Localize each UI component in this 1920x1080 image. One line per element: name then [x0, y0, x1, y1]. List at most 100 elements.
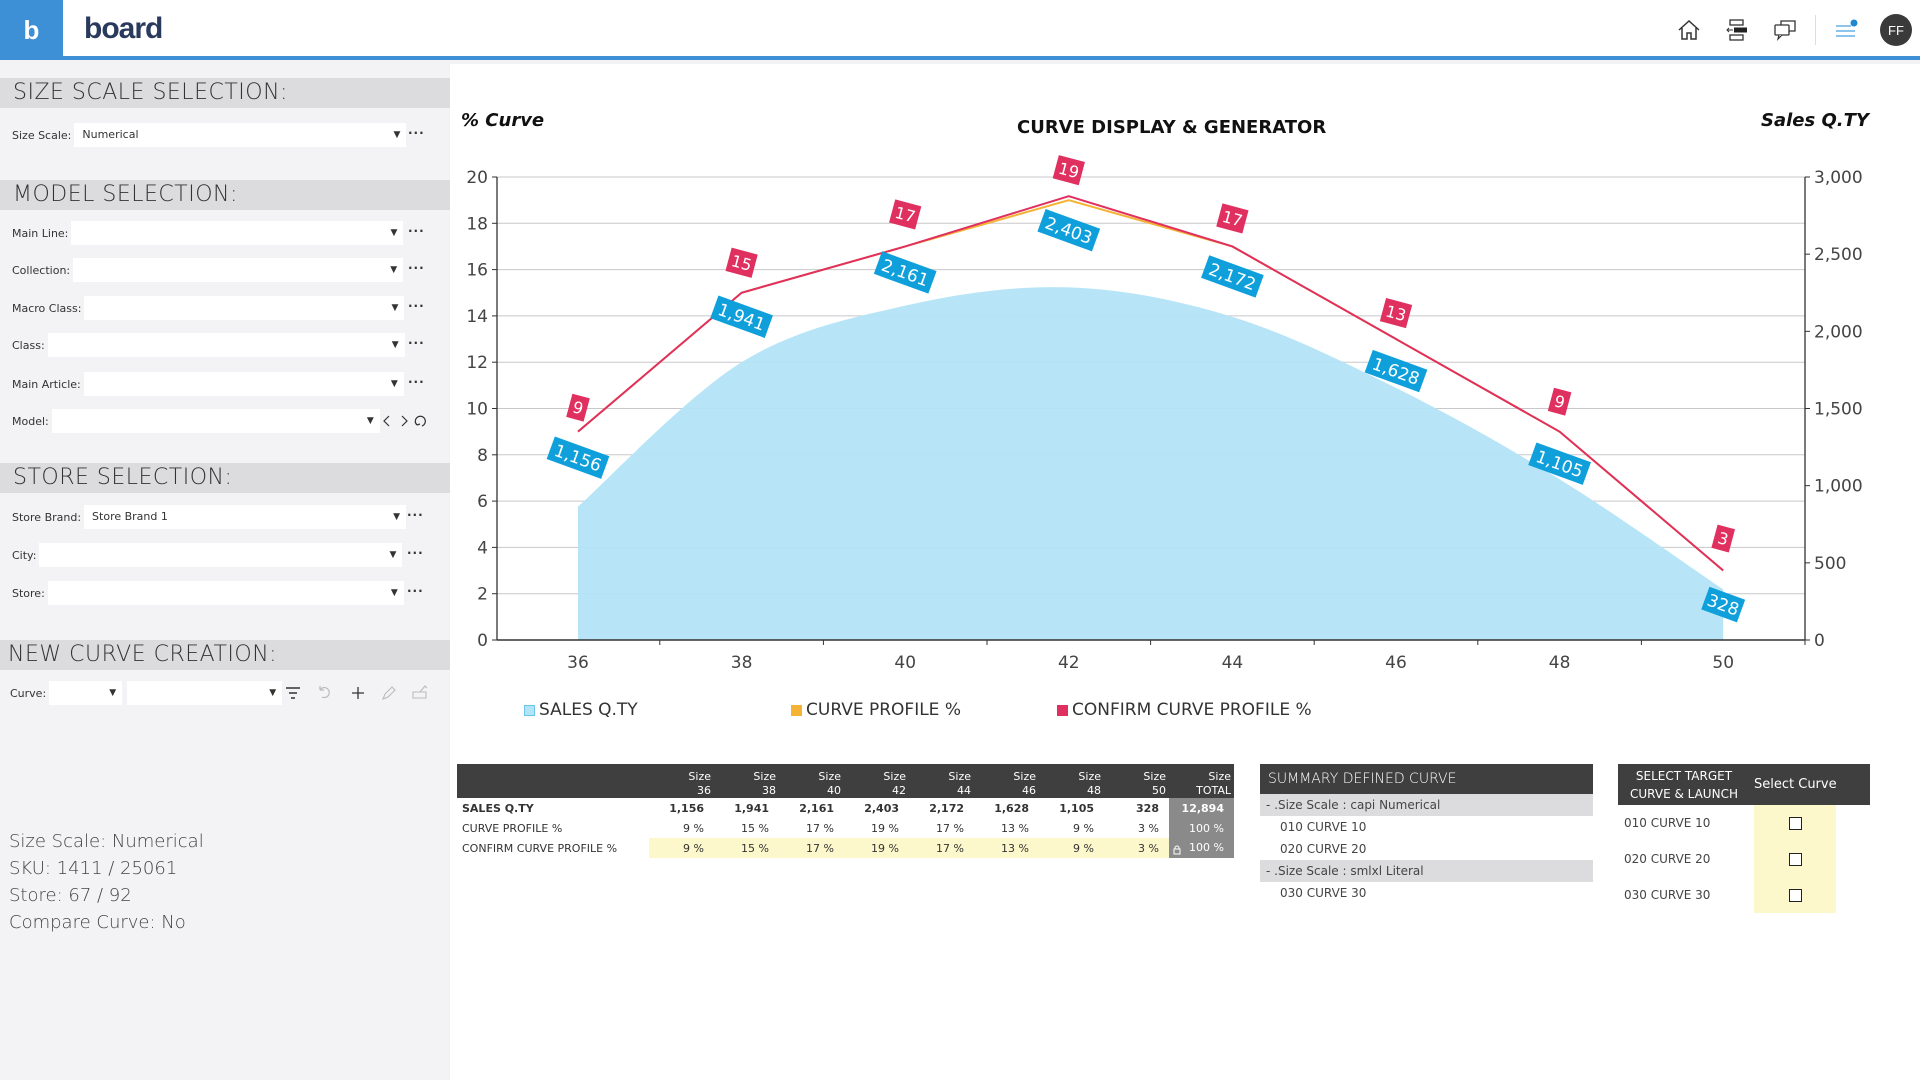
home-icon[interactable]	[1665, 6, 1713, 54]
curve-toolbar	[286, 685, 428, 700]
undo-icon[interactable]	[319, 686, 330, 699]
main-line-more-button[interactable]: ···	[408, 224, 425, 238]
sales-data-label-bg	[873, 251, 937, 294]
info-store: Store: 67 / 92	[9, 885, 132, 906]
model-nav-controls	[383, 415, 426, 427]
filter-icon[interactable]	[286, 687, 300, 699]
legend-item-confirm-curve-profile[interactable]: CONFIRM CURVE PROFILE %	[1057, 700, 1312, 720]
store-brand-dropdown[interactable]: Store Brand 1 ▼	[84, 505, 407, 529]
table-cell[interactable]: 3 %	[1104, 838, 1169, 858]
confirm-profile-data-label: 13	[1379, 297, 1413, 329]
collection-dropdown[interactable]: ▼	[73, 258, 404, 282]
sales-data-label: 1,156	[546, 436, 610, 479]
legend-item-sales[interactable]: SALES Q.TY	[524, 700, 638, 720]
store-brand-more-button[interactable]: ···	[407, 508, 424, 522]
store-field: Store: ▼	[12, 581, 404, 605]
select-curve-checkbox[interactable]	[1788, 816, 1802, 830]
store-more-button[interactable]: ···	[407, 584, 424, 598]
left-tick-label: 8	[477, 446, 488, 466]
reset-icon[interactable]	[414, 415, 426, 427]
summary-item[interactable]: 020 CURVE 20	[1280, 842, 1367, 856]
table-total-cell: 100 %	[1169, 818, 1234, 838]
class-dropdown[interactable]: ▼	[47, 333, 405, 357]
confirm-profile-data-label-bg	[725, 247, 758, 278]
total-value: 100 %	[1189, 821, 1224, 835]
city-more-button[interactable]: ···	[407, 546, 424, 560]
edit-pencil-icon[interactable]	[382, 686, 396, 700]
table-cell: 17 %	[806, 821, 834, 835]
table-cell: 1,628	[994, 801, 1029, 815]
main-line-dropdown[interactable]: ▼	[71, 221, 404, 245]
main-article-more-button[interactable]: ···	[408, 375, 425, 389]
layout-panel-icon[interactable]	[1713, 6, 1761, 54]
size-scale-more-button[interactable]: ···	[408, 126, 425, 140]
x-tick-label: 42	[1058, 653, 1080, 673]
confirm-profile-data-label-text: 15	[729, 251, 754, 275]
chat-icon[interactable]	[1761, 6, 1809, 54]
right-tick-label: 3,000	[1814, 168, 1863, 188]
user-avatar[interactable]: FF	[1880, 14, 1912, 46]
table-cell: 1,941	[734, 801, 769, 815]
summary-group-header[interactable]: - .Size Scale : smlxl Literal	[1260, 860, 1593, 882]
store-dropdown[interactable]: ▼	[47, 581, 404, 605]
summary-item[interactable]: 010 CURVE 10	[1280, 820, 1367, 834]
main-article-dropdown[interactable]: ▼	[83, 372, 404, 396]
table-cell: 15 %	[741, 821, 769, 835]
city-dropdown[interactable]: ▼	[39, 543, 403, 567]
curve-name-dropdown[interactable]: ▼	[127, 681, 283, 705]
legend-swatch-curve-profile	[791, 704, 802, 716]
target-row-label: 030 CURVE 30	[1624, 888, 1711, 902]
size-scale-dropdown[interactable]: Numerical ▼	[74, 123, 407, 147]
app-logo-button[interactable]: b	[0, 0, 63, 60]
menu-notification-icon[interactable]	[1822, 6, 1870, 54]
class-label: Class:	[12, 338, 45, 352]
previous-icon[interactable]	[383, 415, 390, 427]
class-more-button[interactable]: ···	[408, 336, 425, 350]
left-tick-label: 2	[477, 585, 488, 605]
table-cell: 17 %	[936, 821, 964, 835]
add-icon[interactable]	[352, 687, 364, 699]
select-curve-checkbox[interactable]	[1788, 888, 1802, 902]
table-header-total: Size TOTAL	[1169, 764, 1234, 798]
table-cell[interactable]: 17 %	[779, 838, 844, 858]
selection-info: Size Scale: Numerical SKU: 1411 / 25061 …	[9, 828, 204, 936]
sales-area	[578, 287, 1724, 640]
curve-type-dropdown[interactable]: ▼	[49, 681, 123, 705]
table-cell[interactable]: 19 %	[844, 838, 909, 858]
model-dropdown[interactable]: ▼	[51, 409, 380, 433]
city-field: City: ▼	[12, 543, 403, 567]
main-article-label: Main Article:	[12, 377, 81, 391]
legend-item-curve-profile[interactable]: CURVE PROFILE %	[791, 700, 961, 720]
left-axis-title: % Curve	[461, 110, 545, 131]
table-cell: 19 %	[871, 821, 899, 835]
table-cell: 2,172	[929, 801, 964, 815]
collection-more-button[interactable]: ···	[408, 261, 425, 275]
table-cell[interactable]: 9 %	[649, 838, 714, 858]
summary-item[interactable]: 030 CURVE 30	[1280, 886, 1367, 900]
summary-group-header[interactable]: - .Size Scale : capi Numerical	[1260, 794, 1593, 816]
macro-class-dropdown[interactable]: ▼	[84, 296, 405, 320]
target-row-label: 020 CURVE 20	[1624, 852, 1711, 866]
confirm-profile-data-label-text: 13	[1384, 301, 1409, 325]
table-header-size: Size 44	[909, 764, 974, 798]
header-bottom: 36	[697, 784, 711, 797]
select-curve-checkbox[interactable]	[1788, 852, 1802, 866]
table-cell[interactable]: 15 %	[714, 838, 779, 858]
sales-data-label: 2,172	[1201, 255, 1264, 298]
chevron-down-icon: ▼	[389, 550, 397, 560]
table-cell[interactable]: 17 %	[909, 838, 974, 858]
confirm-profile-data-label: 17	[1216, 203, 1249, 234]
next-icon[interactable]	[401, 415, 408, 427]
confirm-profile-data-label-bg	[1711, 524, 1735, 553]
x-tick-label: 38	[731, 653, 753, 673]
table-cell[interactable]: 9 %	[1039, 838, 1104, 858]
table-row: SALES Q.TY 1,156 1,941 2,161 2,403 2,172 1,628…	[457, 798, 1234, 818]
chevron-down-icon: ▼	[390, 265, 398, 275]
table-cell[interactable]: 13 %	[974, 838, 1039, 858]
select-target-curve: SELECT TARGET CURVE & LAUNCH Select Curve…	[1618, 764, 1870, 913]
macro-class-more-button[interactable]: ···	[408, 299, 425, 313]
size-scale-label: Size Scale:	[12, 128, 72, 142]
macro-class-field: Macro Class: ▼	[12, 296, 405, 320]
sign-icon[interactable]	[412, 685, 428, 699]
confirm-profile-data-label-text: 17	[893, 203, 918, 227]
